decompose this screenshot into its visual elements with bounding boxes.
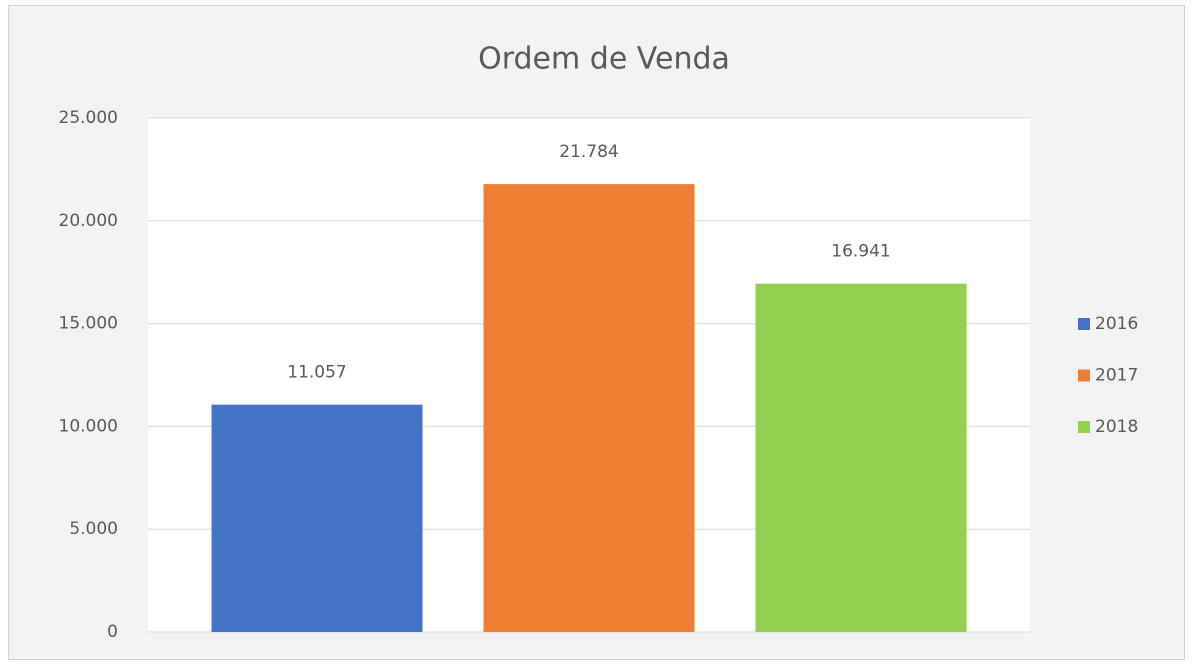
y-tick-label: 10.000 [59, 416, 118, 436]
data-label: 16.941 [831, 242, 890, 262]
bar [755, 283, 967, 632]
bar [211, 404, 423, 632]
y-tick-label: 20.000 [59, 211, 118, 231]
legend-label: 2018 [1095, 417, 1138, 437]
y-tick-label: 25.000 [59, 108, 118, 128]
y-tick-label: 0 [107, 622, 118, 642]
chart-title: Ordem de Venda [478, 42, 730, 77]
legend-swatch [1078, 369, 1090, 382]
legend-label: 2017 [1095, 366, 1138, 386]
legend-swatch [1078, 421, 1090, 433]
bar [483, 184, 695, 632]
data-label: 21.784 [559, 142, 618, 162]
data-label: 11.057 [287, 363, 346, 383]
legend-label: 2016 [1095, 314, 1138, 334]
y-tick-label: 15.000 [59, 314, 118, 334]
legend-swatch [1078, 318, 1090, 330]
y-tick-label: 5.000 [69, 519, 118, 539]
